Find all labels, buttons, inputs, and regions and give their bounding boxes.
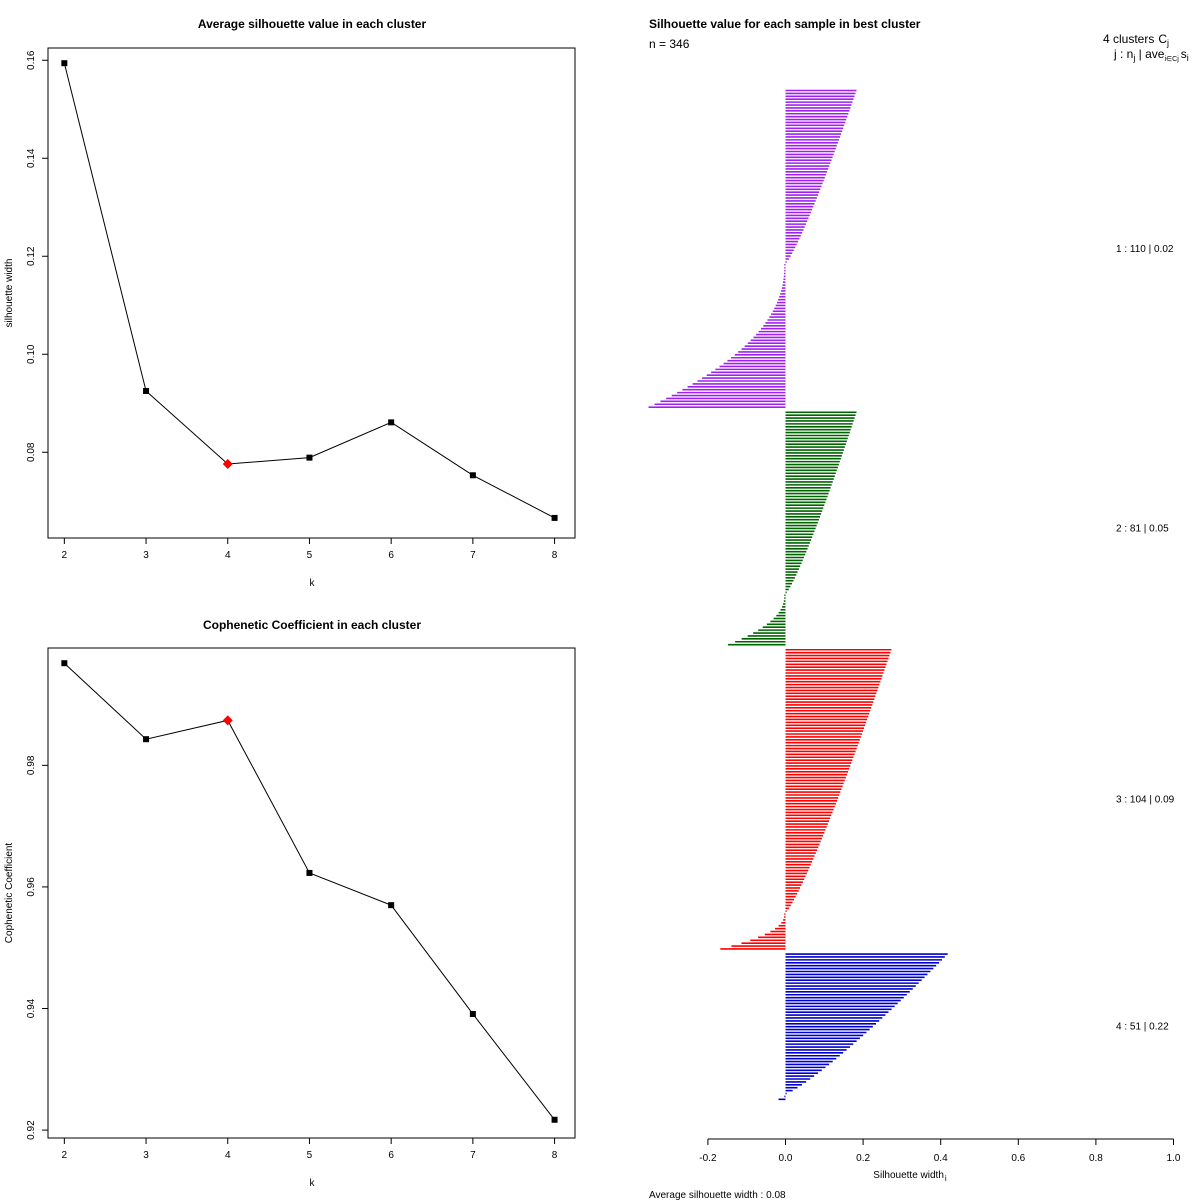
cophenetic-y-tick-label: 0.94 [26, 998, 37, 1018]
cophenetic-x-tick-label: 6 [388, 1150, 394, 1161]
cophenetic-axes: 2 3 4 5 6 7 8 0.92 0.94 0.96 0.98 [26, 755, 558, 1161]
cophenetic-y-tick-label: 0.92 [26, 1120, 37, 1140]
cluster-label-1: 1 : 110 | 0.02 [1116, 244, 1174, 255]
silhouette-x-tick-label: 7 [470, 550, 476, 561]
legend-header-ave: | ave [1135, 47, 1164, 61]
silhouette-x-tick-label: 8 [552, 550, 558, 561]
cophenetic-panel: Cophenetic Coefficient in each cluster 2… [4, 618, 576, 1189]
cophenetic-data-point [551, 1116, 558, 1123]
cluster-label-4: 4 : 51 | 0.22 [1116, 1022, 1169, 1033]
silhouette-bars-title: Silhouette value for each sample in best… [649, 17, 921, 31]
silhouette-data-point [388, 419, 395, 426]
silhouette-data-point [551, 514, 558, 521]
silhouette-data-point [61, 60, 68, 67]
legend-header-clusters: 4 clusters [1103, 32, 1154, 46]
cluster-labels: 1 : 110 | 0.02 2 : 81 | 0.05 3 : 104 | 0.0… [1116, 244, 1175, 1033]
cophenetic-series [61, 660, 558, 1123]
silhouette-bars-x-label-text: Silhouette width [873, 1170, 944, 1181]
legend-header-ave-sub: i∈Cj [1164, 56, 1179, 63]
silhouette-plot-frame [47, 47, 576, 539]
silhouette-bars-x-tick-label: 0.4 [934, 1153, 948, 1164]
cophenetic-plot-frame [47, 647, 576, 1139]
legend-header-jn: j : n [1113, 47, 1133, 61]
cophenetic-data-point [469, 1010, 476, 1017]
silhouette-bars-x-tick-label: 1.0 [1167, 1153, 1181, 1164]
silhouette-y-tick-label: 0.12 [26, 246, 37, 266]
silhouette-x-tick-label: 3 [143, 550, 149, 561]
legend-header-c: C [1158, 32, 1167, 46]
silhouette-highlight-point [222, 459, 233, 470]
silhouette-bars-x-tick-label: 0.0 [779, 1153, 793, 1164]
legend-header-line1: 4 clusters Cj [1103, 32, 1169, 48]
silhouette-bars-x-tick-label: -0.2 [699, 1153, 717, 1164]
cophenetic-data-point [143, 736, 150, 743]
silhouette-x-tick-label: 6 [388, 550, 394, 561]
legend-header-c-sub: j [1166, 38, 1169, 48]
cophenetic-x-tick-label: 8 [552, 1150, 558, 1161]
silhouette-data-point [469, 472, 476, 479]
cophenetic-y-tick-label: 0.96 [26, 877, 37, 897]
silhouette-bars-x-tick-label: 0.2 [856, 1153, 870, 1164]
silhouette-series [61, 60, 558, 521]
cophenetic-y-tick-label: 0.98 [26, 755, 37, 775]
silhouette-bars-x-axis: -0.2 0.0 0.2 0.4 0.6 0.8 1.0 [699, 1138, 1181, 1164]
cophenetic-data-point [61, 660, 68, 667]
cophenetic-data-point [388, 902, 395, 909]
silhouette-y-tick-label: 0.08 [26, 442, 37, 462]
cophenetic-x-label: k [310, 1178, 316, 1189]
silhouette-series-line [63, 63, 555, 519]
cophenetic-highlight-point [222, 715, 233, 726]
cophenetic-x-tick-label: 7 [470, 1150, 476, 1161]
legend-header-s-sub: i [1187, 53, 1189, 63]
silhouette-x-tick-label: 4 [225, 550, 231, 561]
silhouette-panel-title: Average silhouette value in each cluster [198, 17, 427, 31]
cophenetic-y-label: Cophenetic Coefficient [4, 843, 15, 944]
cophenetic-data-point [306, 869, 313, 876]
cophenetic-x-tick-label: 3 [143, 1150, 149, 1161]
sample-count-label: n = 346 [649, 37, 690, 51]
cophenetic-panel-title: Cophenetic Coefficient in each cluster [203, 618, 421, 632]
silhouette-y-label: silhouette width [4, 259, 15, 328]
silhouette-x-label: k [310, 578, 316, 589]
cophenetic-x-tick-label: 5 [307, 1150, 313, 1161]
silhouette-axes: 2 3 4 5 6 7 8 0.08 0.10 0.12 0.14 0.16 [26, 50, 558, 561]
silhouette-panel: Average silhouette value in each cluster… [4, 17, 576, 589]
legend-header-s: s [1181, 47, 1187, 61]
legend-header-line2: j : nj | avei∈Cj si [1113, 47, 1189, 63]
silhouette-data-point [143, 388, 150, 394]
silhouette-y-tick-label: 0.16 [26, 50, 37, 70]
silhouette-x-tick-label: 5 [307, 550, 313, 561]
cophenetic-x-tick-label: 4 [225, 1150, 231, 1161]
silhouette-bars-x-label-sub: i [945, 1174, 947, 1183]
silhouette-bars [648, 89, 948, 1101]
silhouette-bars-x-tick-label: 0.6 [1011, 1153, 1025, 1164]
average-silhouette-footer: Average silhouette width : 0.08 [649, 1190, 786, 1200]
silhouette-bars-x-label: Silhouette widthi [873, 1170, 947, 1183]
silhouette-y-tick-label: 0.14 [26, 148, 37, 168]
silhouette-bars-x-tick-label: 0.8 [1089, 1153, 1103, 1164]
cophenetic-x-tick-label: 2 [62, 1150, 68, 1161]
silhouette-data-point [306, 454, 313, 461]
cluster-label-2: 2 : 81 | 0.05 [1116, 523, 1169, 534]
silhouette-y-tick-label: 0.10 [26, 344, 37, 364]
silhouette-bars-panel: Silhouette value for each sample in best… [648, 17, 1189, 1200]
legend-header-n-sub: j [1132, 53, 1135, 63]
silhouette-x-tick-label: 2 [62, 550, 68, 561]
cophenetic-series-line [64, 662, 555, 1121]
cluster-label-3: 3 : 104 | 0.09 [1116, 794, 1175, 805]
